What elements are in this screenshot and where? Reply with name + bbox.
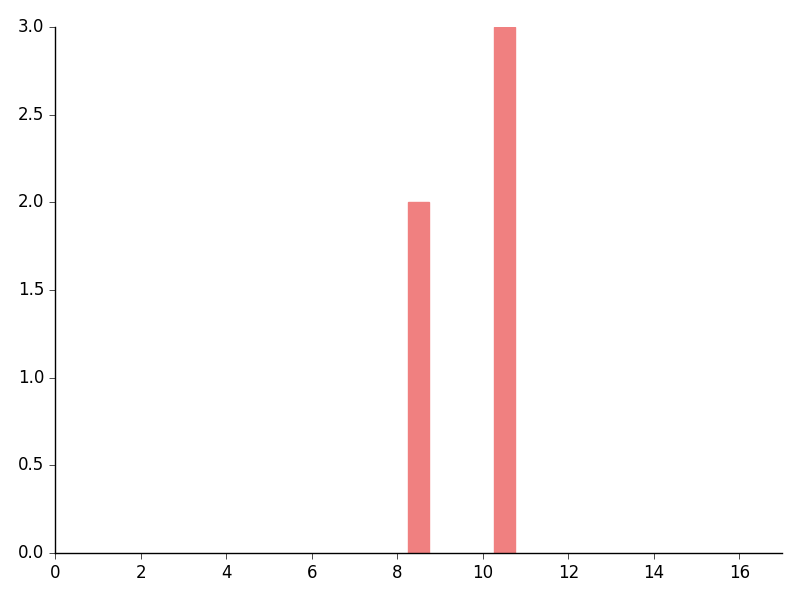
Bar — [494, 27, 515, 553]
Bar — [408, 202, 430, 553]
